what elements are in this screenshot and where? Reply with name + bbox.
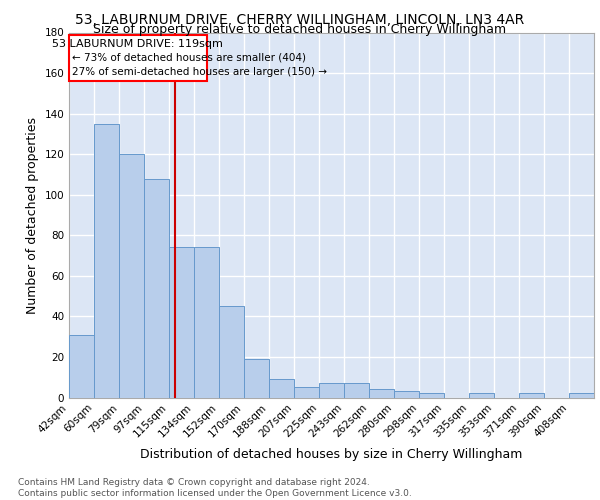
Bar xyxy=(319,384,344,398)
Bar xyxy=(244,359,269,398)
Bar xyxy=(94,124,119,398)
Bar xyxy=(519,394,544,398)
Text: 53, LABURNUM DRIVE, CHERRY WILLINGHAM, LINCOLN, LN3 4AR: 53, LABURNUM DRIVE, CHERRY WILLINGHAM, L… xyxy=(76,12,524,26)
Text: 53 LABURNUM DRIVE: 119sqm: 53 LABURNUM DRIVE: 119sqm xyxy=(52,38,223,48)
Bar xyxy=(144,178,169,398)
Bar xyxy=(219,306,244,398)
Text: Size of property relative to detached houses in Cherry Willingham: Size of property relative to detached ho… xyxy=(94,22,506,36)
Text: Contains HM Land Registry data © Crown copyright and database right 2024.
Contai: Contains HM Land Registry data © Crown c… xyxy=(18,478,412,498)
Bar xyxy=(569,394,594,398)
Bar xyxy=(469,394,494,398)
FancyBboxPatch shape xyxy=(69,34,206,81)
X-axis label: Distribution of detached houses by size in Cherry Willingham: Distribution of detached houses by size … xyxy=(140,448,523,460)
Bar xyxy=(194,248,219,398)
Bar xyxy=(369,390,394,398)
Text: 27% of semi-detached houses are larger (150) →: 27% of semi-detached houses are larger (… xyxy=(72,67,327,77)
Bar xyxy=(169,248,194,398)
Bar xyxy=(269,379,294,398)
Bar xyxy=(419,394,444,398)
Bar xyxy=(69,334,94,398)
Bar xyxy=(344,384,369,398)
Bar xyxy=(394,392,419,398)
Bar xyxy=(119,154,144,398)
Y-axis label: Number of detached properties: Number of detached properties xyxy=(26,116,39,314)
Text: ← 73% of detached houses are smaller (404): ← 73% of detached houses are smaller (40… xyxy=(72,53,306,63)
Bar xyxy=(294,388,319,398)
